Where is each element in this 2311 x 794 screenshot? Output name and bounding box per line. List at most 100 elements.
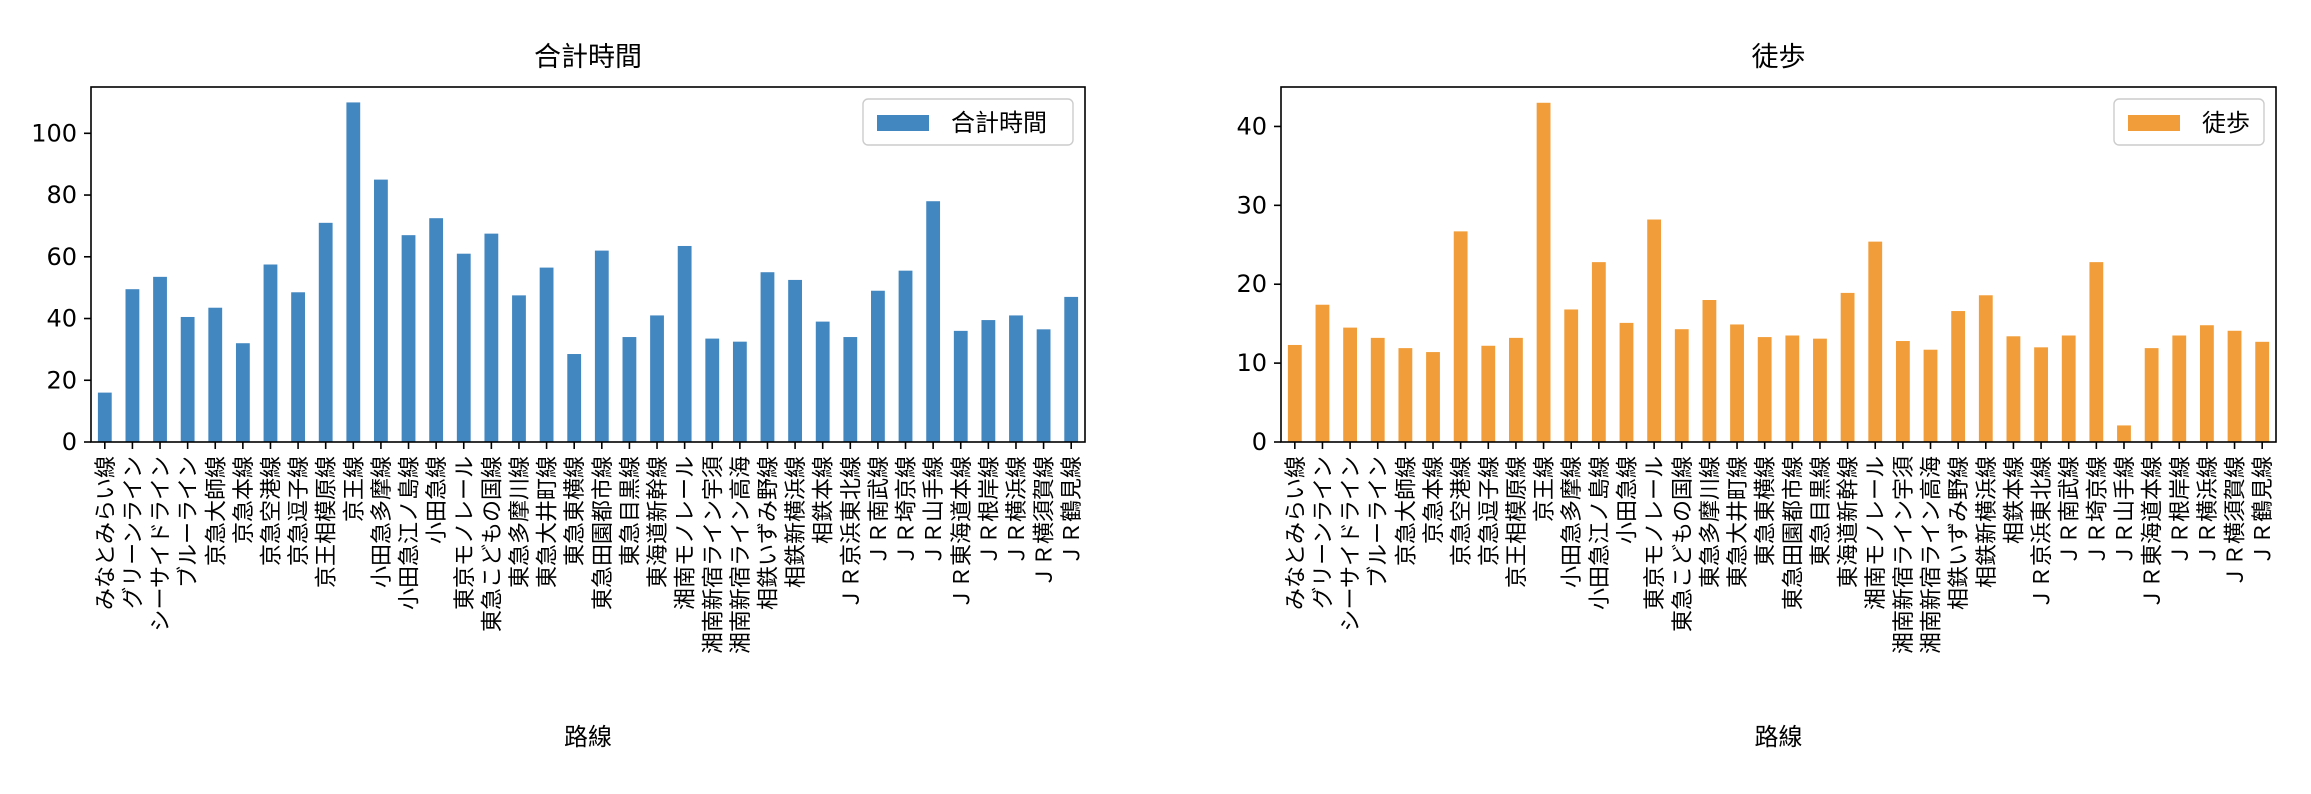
- chart-0-xtick-label-30: ＪＲ山手線: [922, 456, 947, 566]
- chart-1-legend-swatch: [2128, 115, 2180, 131]
- chart-0-xtick-label-26: 相鉄本線: [812, 456, 837, 544]
- chart-1-xtick-label-33: ＪＲ横浜線: [2196, 456, 2221, 566]
- chart-0-xtick-label-34: ＪＲ横須賀線: [1033, 456, 1058, 588]
- chart-1: 0 10 20 30 40 みなとみらい線 グリーンライン シーサイドライン ブルーライン 京急大…: [1236, 42, 2277, 751]
- chart-1-bar-27: [2034, 347, 2048, 442]
- chart-0-xtick-label-32: ＪＲ根岸線: [977, 456, 1002, 566]
- chart-0-bar-7: [291, 292, 305, 442]
- chart-0-xtick-label-28: ＪＲ南武線: [867, 456, 892, 566]
- chart-1-xtick-label-6: 京急空港線: [1450, 456, 1475, 566]
- chart-0-xtick-label-10: 小田急多摩線: [370, 456, 395, 588]
- chart-0-xtick-label-16: 東急大井町線: [536, 456, 561, 588]
- chart-0-xtick-label-17: 東急東横線: [563, 456, 588, 566]
- chart-1-bar-14: [1674, 329, 1689, 442]
- chart-1-xtick-label-24: 相鉄いずみ野線: [1947, 456, 1972, 610]
- chart-1-xtick-label-3: ブルーライン: [1367, 456, 1392, 588]
- chart-0-bar-15: [512, 295, 526, 442]
- chart-0-xtick-label-4: 京急大師線: [204, 456, 229, 566]
- chart-1-xtick-label-31: ＪＲ東海道本線: [2141, 456, 2166, 610]
- chart-0-xtick-label-9: 京王線: [342, 456, 367, 522]
- chart-0-ytick-label-1: 20: [46, 366, 77, 394]
- chart-1-bar-28: [2061, 335, 2076, 442]
- chart-0-bar-12: [429, 218, 444, 442]
- chart-1-axes-frame: [1280, 86, 2277, 443]
- chart-1-bar-7: [1481, 345, 1496, 442]
- chart-0-xtick-label-25: 相鉄新横浜線: [784, 456, 809, 588]
- chart-0-bar-9: [346, 102, 361, 443]
- chart-0-legend: 合計時間: [862, 98, 1074, 146]
- chart-1-bar-23: [1923, 349, 1938, 442]
- chart-1-bar-26: [2006, 336, 2021, 442]
- chart-0-bar-6: [263, 264, 278, 442]
- chart-1-xtick-label-34: ＪＲ横須賀線: [2224, 456, 2249, 588]
- chart-0-ytick-label-3: 60: [46, 243, 77, 271]
- chart-1-legend: 徒歩: [2113, 98, 2265, 146]
- chart-1-title: 徒歩: [1752, 42, 1806, 73]
- chart-1-xtick-label-22: 湘南新宿ライン宇須: [1892, 456, 1917, 654]
- chart-0-xtick-label-15: 東急多摩川線: [508, 456, 533, 588]
- chart-0-bar-22: [705, 338, 720, 442]
- chart-0-bar-17: [567, 354, 582, 442]
- chart-1-xtick-label-15: 東急多摩川線: [1698, 456, 1723, 588]
- chart-1-xtick-label-23: 湘南新宿ライン高海: [1920, 456, 1945, 654]
- chart-0-xtick-label-7: 京急逗子線: [287, 456, 312, 566]
- chart-0-bar-28: [871, 290, 885, 442]
- chart-0-bar-31: [953, 330, 968, 442]
- chart-1-bar-1: [1315, 304, 1330, 442]
- chart-1-bar-33: [2199, 325, 2214, 442]
- chart-1-xtick-label-28: ＪＲ南武線: [2058, 456, 2083, 566]
- chart-0-xtick-label-13: 東京モノレール: [453, 456, 478, 610]
- chart-1-xtick-label-9: 京王線: [1533, 456, 1558, 522]
- chart-0-ytick-label-2: 40: [46, 305, 77, 333]
- chart-0-xlabel: 路線: [564, 723, 612, 751]
- chart-0-xtick-label-27: ＪＲ京浜東北線: [839, 456, 864, 610]
- chart-0-bar-1: [125, 289, 140, 442]
- chart-0-axes-frame: [90, 86, 1086, 443]
- chart-1-xtick-label-5: 京急本線: [1422, 456, 1447, 544]
- chart-1-xtick-label-26: 相鉄本線: [2002, 456, 2027, 544]
- chart-1-xtick-label-32: ＪＲ根岸線: [2168, 456, 2193, 566]
- chart-1-bar-12: [1619, 322, 1634, 442]
- chart-1-xtick-label-18: 東急田園都市線: [1781, 456, 1806, 610]
- chart-1-ytick-label-1: 10: [1236, 349, 1267, 377]
- chart-0-xtick-label-14: 東急こどもの国線: [480, 456, 505, 632]
- chart-1-xtick-label-12: 小田急線: [1615, 456, 1640, 544]
- chart-0-bar-14: [484, 233, 499, 442]
- chart-0-ytick-label-5: 100: [31, 119, 77, 147]
- chart-0-bar-32: [981, 320, 996, 442]
- chart-1-xtick-label-2: シーサイドライン: [1339, 456, 1364, 632]
- chart-1-bar-15: [1702, 300, 1717, 442]
- chart-1-bar-11: [1591, 262, 1606, 442]
- chart-0-legend-swatch: [877, 115, 929, 131]
- chart-0-bar-19: [622, 337, 637, 442]
- chart-1-bar-2: [1343, 327, 1358, 442]
- chart-0-xtick-label-19: 東急目黒線: [618, 456, 643, 566]
- chart-0-xtick-label-20: 東海道新幹線: [646, 456, 671, 588]
- chart-0-xtick-label-21: 湘南モノレール: [674, 456, 699, 610]
- chart-0-xtick-label-11: 小田急江ノ島線: [398, 456, 423, 610]
- chart-1-bar-31: [2144, 348, 2159, 442]
- chart-0-bar-2: [153, 276, 167, 442]
- chart-1-xtick-label-21: 湘南モノレール: [1864, 456, 1889, 610]
- chart-1-ytick-label-4: 40: [1236, 112, 1267, 140]
- chart-1-bar-5: [1426, 352, 1440, 442]
- chart-1-xtick-label-10: 小田急多摩線: [1560, 456, 1585, 588]
- chart-1-xtick-label-0: みなとみらい線: [1284, 456, 1309, 610]
- chart-0-xtick-label-8: 京王相模原線: [315, 456, 340, 588]
- chart-1-ytick-label-2: 20: [1236, 270, 1267, 298]
- chart-1-bar-25: [1978, 295, 1993, 442]
- chart-0-xtick-label-6: 京急空港線: [259, 456, 284, 566]
- chart-1-bar-17: [1757, 337, 1772, 442]
- chart-1-bar-20: [1840, 292, 1855, 442]
- chart-1-bar-29: [2089, 262, 2104, 442]
- chart-0-legend-label: 合計時間: [951, 109, 1047, 137]
- chart-1-xtick-label-16: 東急大井町線: [1726, 456, 1751, 588]
- chart-1-legend-frame: [2113, 98, 2265, 146]
- chart-1-legend-label: 徒歩: [2202, 109, 2250, 137]
- chart-1-bar-24: [1951, 311, 1966, 442]
- chart-1-bar-32: [2172, 335, 2187, 442]
- chart-0-xtick-label-24: 相鉄いずみ野線: [756, 456, 781, 610]
- chart-0-bar-11: [401, 235, 416, 442]
- chart-0-legend-frame: [862, 98, 1074, 146]
